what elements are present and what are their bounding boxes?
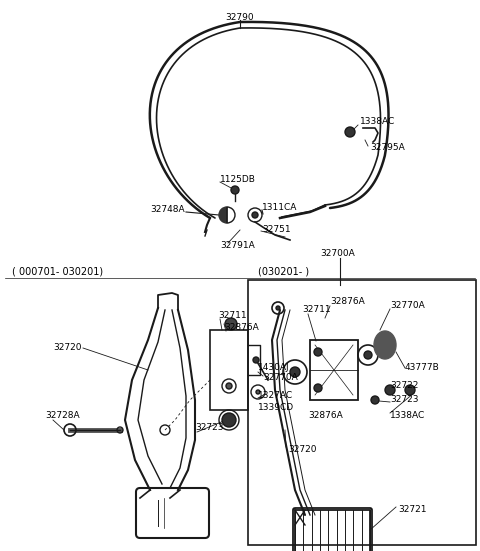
Text: 32748A: 32748A — [150, 206, 185, 214]
Text: 32770A: 32770A — [390, 300, 425, 310]
Ellipse shape — [374, 331, 396, 359]
Text: 32791A: 32791A — [220, 240, 255, 250]
Text: 32770A: 32770A — [263, 374, 298, 382]
Text: 32722: 32722 — [390, 381, 419, 390]
Circle shape — [252, 212, 258, 218]
Text: 32876A: 32876A — [308, 412, 343, 420]
Circle shape — [276, 306, 280, 310]
Text: 1311CA: 1311CA — [262, 203, 298, 212]
Text: 32751: 32751 — [262, 224, 290, 234]
Text: 32876A: 32876A — [330, 298, 365, 306]
Text: 32728A: 32728A — [45, 410, 80, 419]
Text: 32876A: 32876A — [224, 322, 259, 332]
Text: 32723: 32723 — [195, 424, 224, 433]
Circle shape — [364, 351, 372, 359]
Text: 32720: 32720 — [53, 343, 82, 353]
Circle shape — [385, 385, 395, 395]
Circle shape — [314, 384, 322, 392]
Text: 43777B: 43777B — [405, 364, 440, 372]
Text: ( 000701- 030201): ( 000701- 030201) — [12, 266, 103, 276]
Text: 1339CD: 1339CD — [258, 403, 294, 413]
Circle shape — [314, 348, 322, 356]
Circle shape — [345, 127, 355, 137]
Circle shape — [253, 357, 259, 363]
Bar — [295, 510, 370, 551]
Circle shape — [290, 367, 300, 377]
Text: 1338AC: 1338AC — [390, 412, 425, 420]
Text: 32790: 32790 — [226, 13, 254, 21]
Circle shape — [225, 318, 237, 330]
Circle shape — [231, 186, 239, 194]
Text: 1125DB: 1125DB — [220, 176, 256, 185]
Text: 32700A: 32700A — [320, 249, 355, 257]
Circle shape — [371, 396, 379, 404]
Bar — [210, 330, 248, 410]
Text: (030201- ): (030201- ) — [258, 266, 309, 276]
Text: 32711: 32711 — [302, 305, 331, 315]
Wedge shape — [219, 207, 227, 223]
Text: 32795A: 32795A — [370, 143, 405, 153]
Text: 1327AC: 1327AC — [258, 391, 293, 399]
Text: 32711: 32711 — [218, 311, 247, 320]
Text: 32721: 32721 — [398, 505, 427, 515]
Text: 1430AJ: 1430AJ — [258, 364, 289, 372]
Circle shape — [226, 383, 232, 389]
Circle shape — [222, 413, 236, 427]
Bar — [310, 340, 358, 400]
Text: 32720: 32720 — [288, 446, 316, 455]
Text: 1338AC: 1338AC — [360, 117, 395, 127]
Bar — [248, 280, 476, 545]
Circle shape — [405, 385, 415, 395]
Circle shape — [256, 390, 260, 394]
Text: 32723: 32723 — [390, 396, 419, 404]
